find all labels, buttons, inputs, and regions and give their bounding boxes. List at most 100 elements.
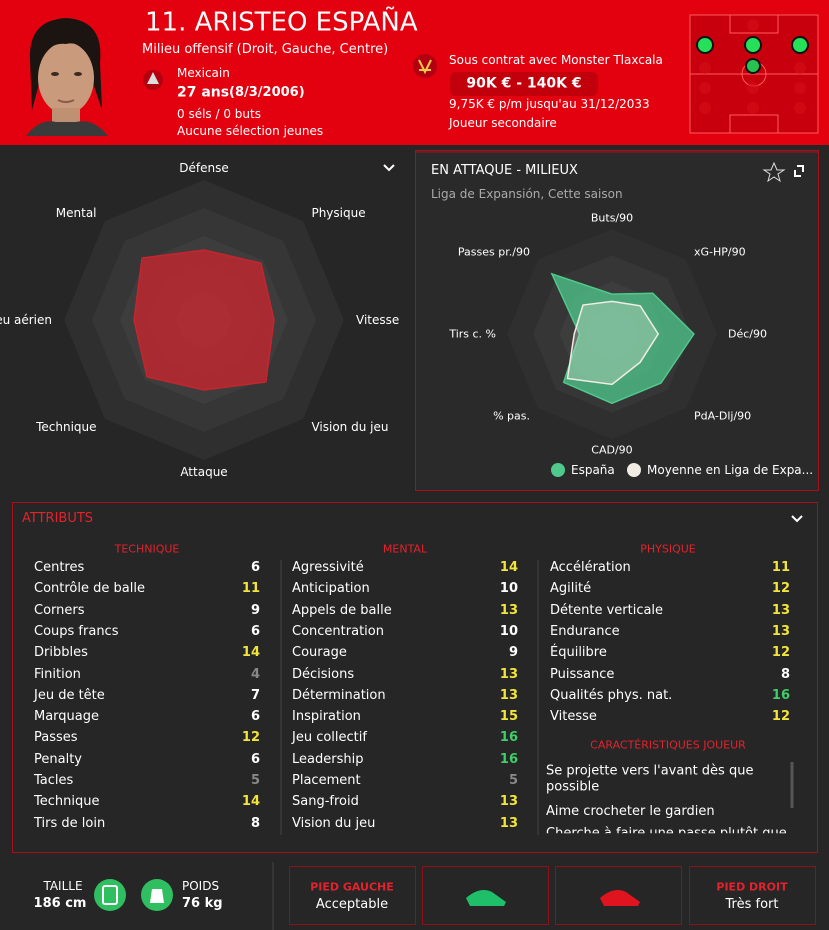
attribute-value: 16: [771, 688, 790, 703]
wage: 9,75K € p/m jusqu'au 31/12/2033: [449, 96, 650, 111]
attribute-value: 13: [771, 602, 790, 618]
attribute-value: 11: [241, 581, 260, 597]
trait: Se projette vers l'avant dès que possibl…: [546, 763, 754, 794]
group-title: MENTAL: [382, 542, 428, 556]
attribute-name: Agilité: [550, 581, 592, 597]
trait: Aime crocheter le gardien: [546, 804, 715, 820]
attribute-name: Sang-froid: [292, 794, 359, 810]
attribute-name: Vitesse: [550, 709, 597, 725]
right-boot-icon: [600, 890, 640, 906]
attribute-value: 16: [499, 730, 518, 746]
group-title: TECHNIQUE: [114, 542, 180, 556]
attribute-name: Marquage: [34, 709, 100, 725]
flag-icon: [147, 72, 159, 84]
radar-label: CAD/90: [591, 443, 633, 457]
foot-label: PIED GAUCHE: [310, 880, 394, 894]
weight-label: POIDS: [182, 878, 220, 893]
attribute-name: Jeu collectif: [292, 730, 367, 746]
pitch-diagram: [689, 14, 819, 134]
attribute-polygon: [133, 249, 275, 391]
average-polygon: [566, 300, 660, 386]
club-badge: [413, 54, 437, 78]
height-icon: [94, 879, 126, 911]
club-badge: [418, 59, 432, 75]
attribute-name: Détente verticale: [550, 602, 664, 618]
foot-value: Acceptable: [315, 897, 389, 913]
attribute-value: 4: [250, 666, 260, 682]
attribute-value: 16: [499, 751, 518, 767]
player-name: 11. ARISTEO ESPAÑA: [145, 7, 418, 38]
attribute-value: 11: [771, 560, 790, 576]
player-polygon: [550, 272, 695, 405]
value: 90K € - 140K €: [466, 75, 582, 92]
foot-value: Très fort: [725, 897, 779, 913]
radar-label: Buts/90: [590, 211, 634, 225]
traits-box: [545, 760, 795, 836]
height-label: TAILLE: [43, 878, 83, 893]
attribute-value: 8: [250, 815, 260, 831]
dropdown-icon[interactable]: [791, 515, 803, 523]
birth-date: (8/3/2006): [229, 85, 305, 101]
attribute-name: Concentration: [292, 624, 384, 640]
attribute-name: Appels de balle: [292, 602, 392, 618]
attribute-name: Finition: [34, 666, 81, 682]
attribute-name: Tacles: [34, 773, 74, 789]
radar-label: Jeu aérien: [0, 312, 52, 327]
radar-label: Passes pr./90: [457, 245, 530, 259]
attribute-name: Accélération: [550, 560, 631, 576]
attribute-name: Placement: [292, 773, 361, 789]
attribute-value: 13: [499, 794, 518, 810]
attribute-value: 6: [250, 624, 260, 640]
section-title: ATTRIBUTS: [22, 511, 94, 527]
attribute-name: Leadership: [292, 751, 364, 767]
youth-caps: Aucune sélection jeunes: [177, 123, 324, 138]
expand-icon[interactable]: [794, 165, 804, 177]
attribute-value: 13: [499, 666, 518, 682]
legend-label: España: [571, 462, 615, 477]
attribute-name: Tirs de loin: [34, 815, 106, 831]
radar-label: % pas.: [493, 409, 530, 423]
radar-label: PdA-Dlj/90: [694, 409, 752, 423]
favorite-icon[interactable]: [762, 161, 786, 183]
radar-label: Physique: [311, 205, 366, 220]
attribute-value: 14: [499, 560, 518, 576]
radar-label: Attaque: [180, 464, 228, 479]
attribute-value: 15: [499, 709, 518, 725]
attribute-name: Penalty: [34, 751, 82, 767]
legend-swatch: [551, 463, 565, 477]
panel-title: EN ATTAQUE - MILIEUX: [431, 163, 578, 179]
attribute-name: Courage: [292, 645, 347, 661]
weight: 76 kg: [182, 896, 223, 912]
attribute-value: 10: [499, 624, 518, 640]
attribute-value: 5: [508, 773, 518, 789]
panel-subtitle: Liga de Expansión, Cette saison: [431, 186, 623, 201]
attribute-name: Endurance: [550, 624, 620, 640]
attribute-value: 13: [499, 815, 518, 831]
attribute-name: Détermination: [292, 688, 386, 703]
weight-icon: [141, 879, 173, 911]
radar-label: xG-HP/90: [694, 245, 746, 259]
attribute-name: Vision du jeu: [292, 815, 376, 831]
legend-swatch: [627, 463, 641, 477]
radar-label: Défense: [179, 160, 229, 175]
attribute-value: 13: [499, 602, 518, 618]
attribute-value: 13: [499, 688, 518, 703]
attribute-name: Passes: [34, 730, 78, 746]
attribute-value: 6: [250, 709, 260, 725]
left-boot-icon: [466, 890, 506, 906]
position-dots: [696, 36, 809, 74]
attribute-value: 6: [250, 560, 260, 576]
age: 27 ans: [177, 84, 230, 101]
attribute-name: Technique: [34, 794, 100, 810]
attribute-name: Dribbles: [34, 645, 88, 661]
radar-label: Technique: [36, 420, 97, 435]
dropdown-icon[interactable]: [383, 164, 395, 172]
radar-label: Mental: [55, 205, 97, 220]
contract: Sous contrat avec Monster Tlaxcala: [449, 52, 663, 67]
attribute-name: Inspiration: [292, 709, 361, 725]
traits-title: CARACTÉRISTIQUES JOUEUR: [590, 738, 746, 752]
attribute-name: Décisions: [292, 666, 355, 682]
attribute-value: 12: [241, 730, 260, 746]
caps: 0 séls / 0 buts: [177, 106, 261, 121]
attribute-value: 10: [499, 581, 518, 597]
